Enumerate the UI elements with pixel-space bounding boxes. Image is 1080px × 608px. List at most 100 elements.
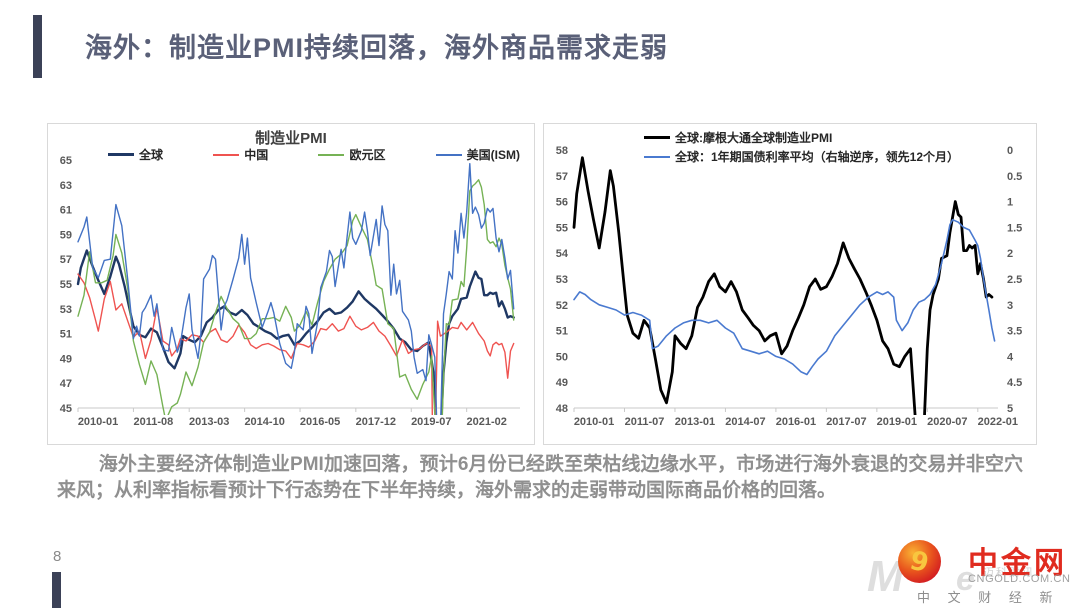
y-tick-label: 61 [60,205,72,217]
x-tick-label: 2019-01 [877,416,917,428]
commentary-text: 海外主要经济体制造业PMI加速回落，预计6月份已经跌至荣枯线边缘水平，市场进行海… [57,454,1023,501]
y-tick-label: 47 [60,378,72,390]
x-tick-label: 2016-05 [300,416,340,428]
footer-accent-bar [52,572,61,608]
x-tick-label: 2014-10 [244,416,284,428]
legend-label: 全球:摩根大通全球制造业PMI [675,131,833,145]
y-tick-label: 57 [60,254,72,266]
y-tick-label: 53 [60,304,72,316]
cngold-logo-icon: 9 [898,540,941,583]
page-number: 8 [53,548,62,565]
pmi-chart-legend: 全球 中国 欧元区 美国(ISM) [108,146,520,163]
x-axis: 2010-01 2011-08 2013-03 2014-10 2016-05 2017-… [77,407,520,428]
legend-line-swatch [213,153,240,156]
y-tick-label: 58 [556,145,568,157]
legend-label: 美国(ISM) [466,148,520,162]
pmi-chart-plot: 2010-01 2011-08 2013-03 2014-10 2016-05 2017-… [60,155,520,428]
y-tick-label: 5 [1007,403,1013,415]
x-axis: 2010-01 2011-07 2013-01 2014-07 2016-01 2017-… [573,407,1018,428]
x-tick-label: 2017-07 [826,416,866,428]
y-tick-label: 59 [60,229,72,241]
jpm-pmi-chart-card: 2010-01 2011-07 2013-01 2014-07 2016-01 2017-… [543,123,1037,445]
x-tick-label: 2019-07 [411,416,451,428]
watermark-tagline: 中 文 财 经 新 媒 体 [917,590,1060,605]
series-line-0 [76,249,515,415]
y-tick-label: 3.5 [1007,326,1022,338]
watermark-ghost-left: M [867,552,904,601]
x-tick-label: 2013-01 [675,416,715,428]
y-tick-label: 45 [60,403,72,415]
x-tick-label: 2010-01 [574,416,614,428]
y-tick-label: 1.5 [1007,222,1022,234]
watermark-domain: CNGOLD.COM.CN [968,573,1071,585]
y-tick-label: 55 [556,222,568,234]
y-tick-label: 3 [1007,300,1013,312]
x-tick-label: 2010-01 [78,416,118,428]
y-tick-label: 0.5 [1007,171,1022,183]
pmi-chart-title: 制造业PMI [255,130,327,147]
legend-label: 中国 [244,148,269,162]
x-tick-label: 2013-03 [189,416,229,428]
legend-line-swatch [644,155,670,158]
x-tick-label: 2020-07 [927,416,967,428]
legend-label: 全球：1年期国债利率平均（右轴逆序，领先12个月） [675,150,960,164]
watermark-ghost-cn: 迈科财讯 [983,567,1035,579]
x-tick-label: 2021-02 [466,416,506,428]
x-tick-label: 2014-07 [725,416,765,428]
series-line-1 [573,218,996,376]
y-tick-label: 49 [60,353,72,365]
series-lines [76,163,515,415]
watermark: M e 9 迈科财讯 中金网 CNGOLD.COM.CN 中 文 财 经 新 媒… [855,538,1073,606]
y-tick-label: 0 [1007,145,1013,157]
jpm-pmi-chart-plot: 2010-01 2011-07 2013-01 2014-07 2016-01 2017-… [556,145,1023,428]
legend-item: 欧元区 [318,146,385,163]
y-tick-label: 1 [1007,197,1013,209]
legend-item: 全球 [108,146,163,163]
y-axis-left: 45 47 49 51 53 55 57 59 61 63 65 [60,155,72,415]
y-tick-label: 55 [60,279,72,291]
jpm-pmi-chart-legend: 全球:摩根大通全球制造业PMI 全球：1年期国债利率平均（右轴逆序，领先12个月） [644,129,959,165]
series-line-0 [572,156,994,415]
y-tick-label: 4 [1007,351,1014,363]
legend-item: 中国 [213,146,268,163]
legend-item: 全球:摩根大通全球制造业PMI [644,129,959,146]
y-tick-label: 2 [1007,248,1013,260]
y-axis-left: 48 49 50 51 52 53 54 55 56 57 58 [556,145,569,415]
y-tick-label: 2.5 [1007,274,1022,286]
x-tick-label: 2016-01 [776,416,816,428]
series-lines [572,156,996,415]
x-tick-label: 2017-12 [356,416,396,428]
page-title: 海外：制造业PMI持续回落，海外商品需求走弱 [85,33,669,63]
pmi-chart-card: 2010-01 2011-08 2013-03 2014-10 2016-05 2017-… [47,123,535,445]
title-accent-bar [33,15,42,78]
series-line-3 [77,163,515,415]
y-tick-label: 49 [556,377,568,389]
legend-item: 全球：1年期国债利率平均（右轴逆序，领先12个月） [644,148,959,165]
legend-line-swatch [318,153,345,156]
legend-label: 欧元区 [349,148,386,162]
y-axis-right: 0 0.5 1 1.5 2 2.5 3 3.5 4 4.5 5 [1007,145,1022,415]
x-tick-label: 2011-07 [625,416,665,428]
y-tick-label: 51 [556,326,568,338]
y-tick-label: 63 [60,180,72,192]
y-tick-label: 48 [556,403,568,415]
x-tick-label: 2011-08 [134,416,174,428]
watermark-brand: 中金网 [968,547,1067,580]
y-tick-label: 51 [60,329,72,341]
legend-line-swatch [644,136,670,139]
y-tick-label: 52 [556,300,568,312]
legend-item: 美国(ISM) [435,146,520,163]
y-tick-label: 50 [556,351,568,363]
legend-line-swatch [435,153,462,156]
watermark-ghost-right: e [956,560,975,598]
y-tick-label: 4.5 [1007,377,1022,389]
y-tick-label: 56 [556,197,568,209]
y-tick-label: 54 [556,248,569,260]
legend-label: 全球 [139,148,164,162]
y-tick-label: 57 [556,171,568,183]
y-tick-label: 65 [60,155,72,167]
legend-line-swatch [108,153,134,156]
y-tick-label: 53 [556,274,568,286]
x-tick-label: 2022-01 [978,416,1018,428]
